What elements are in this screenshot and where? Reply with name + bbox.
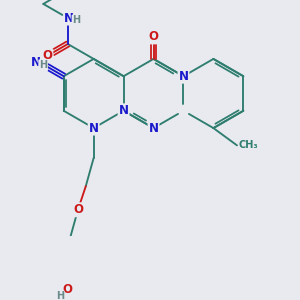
Text: O: O (148, 30, 158, 44)
Text: N: N (178, 70, 188, 83)
Text: H: H (72, 15, 80, 26)
Text: N: N (89, 122, 99, 135)
Text: N: N (64, 12, 74, 25)
Text: CH₃: CH₃ (238, 140, 258, 150)
Text: O: O (73, 203, 83, 216)
Text: O: O (42, 49, 52, 62)
Text: O: O (63, 284, 73, 296)
Text: N: N (31, 56, 41, 69)
Text: H: H (39, 60, 47, 70)
Text: N: N (118, 104, 129, 117)
Text: N: N (148, 122, 158, 135)
Text: H: H (56, 291, 64, 300)
